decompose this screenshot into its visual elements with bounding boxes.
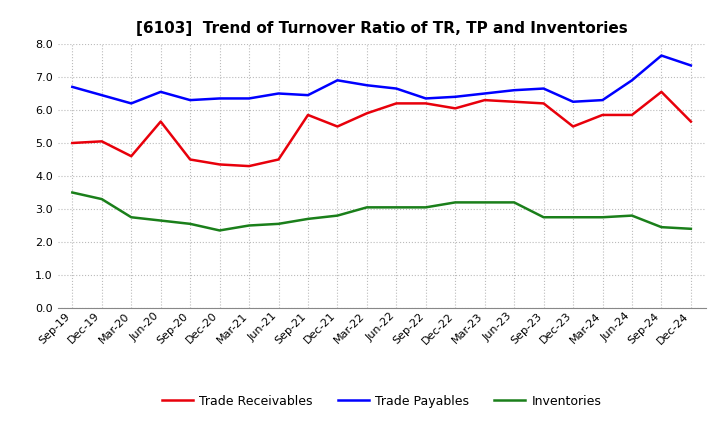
Trade Payables	[215, 96, 224, 101]
Trade Payables	[274, 91, 283, 96]
Trade Payables	[68, 84, 76, 90]
Inventories	[569, 215, 577, 220]
Trade Receivables	[687, 119, 696, 124]
Line: Trade Payables: Trade Payables	[72, 55, 691, 103]
Trade Receivables	[186, 157, 194, 162]
Inventories	[186, 221, 194, 227]
Inventories	[628, 213, 636, 218]
Trade Receivables	[421, 101, 430, 106]
Trade Payables	[480, 91, 489, 96]
Trade Payables	[186, 97, 194, 103]
Inventories	[274, 221, 283, 227]
Trade Receivables	[97, 139, 106, 144]
Line: Trade Receivables: Trade Receivables	[72, 92, 691, 166]
Trade Receivables	[156, 119, 165, 124]
Inventories	[392, 205, 400, 210]
Trade Receivables	[68, 140, 76, 146]
Trade Receivables	[304, 112, 312, 117]
Trade Receivables	[657, 89, 666, 95]
Inventories	[333, 213, 342, 218]
Trade Receivables	[451, 106, 459, 111]
Trade Payables	[598, 97, 607, 103]
Inventories	[215, 228, 224, 233]
Trade Receivables	[363, 110, 372, 116]
Trade Receivables	[510, 99, 518, 104]
Inventories	[539, 215, 548, 220]
Inventories	[598, 215, 607, 220]
Trade Receivables	[274, 157, 283, 162]
Inventories	[245, 223, 253, 228]
Legend: Trade Receivables, Trade Payables, Inventories: Trade Receivables, Trade Payables, Inven…	[157, 390, 606, 413]
Trade Payables	[510, 88, 518, 93]
Trade Payables	[333, 77, 342, 83]
Trade Payables	[392, 86, 400, 91]
Trade Receivables	[127, 154, 135, 159]
Trade Receivables	[245, 163, 253, 169]
Inventories	[156, 218, 165, 223]
Trade Payables	[97, 92, 106, 98]
Trade Payables	[304, 92, 312, 98]
Line: Inventories: Inventories	[72, 193, 691, 231]
Trade Receivables	[569, 124, 577, 129]
Trade Receivables	[215, 162, 224, 167]
Trade Receivables	[598, 112, 607, 117]
Trade Payables	[245, 96, 253, 101]
Inventories	[480, 200, 489, 205]
Inventories	[68, 190, 76, 195]
Inventories	[304, 216, 312, 221]
Trade Payables	[539, 86, 548, 91]
Inventories	[451, 200, 459, 205]
Trade Receivables	[392, 101, 400, 106]
Trade Payables	[451, 94, 459, 99]
Trade Payables	[127, 101, 135, 106]
Trade Payables	[156, 89, 165, 95]
Trade Payables	[363, 83, 372, 88]
Inventories	[127, 215, 135, 220]
Trade Receivables	[628, 112, 636, 117]
Inventories	[421, 205, 430, 210]
Trade Receivables	[539, 101, 548, 106]
Inventories	[510, 200, 518, 205]
Title: [6103]  Trend of Turnover Ratio of TR, TP and Inventories: [6103] Trend of Turnover Ratio of TR, TP…	[136, 21, 627, 36]
Inventories	[687, 226, 696, 231]
Inventories	[657, 224, 666, 230]
Trade Payables	[421, 96, 430, 101]
Trade Receivables	[333, 124, 342, 129]
Inventories	[363, 205, 372, 210]
Trade Payables	[687, 63, 696, 68]
Trade Receivables	[480, 97, 489, 103]
Trade Payables	[628, 77, 636, 83]
Inventories	[97, 196, 106, 202]
Trade Payables	[569, 99, 577, 104]
Trade Payables	[657, 53, 666, 58]
